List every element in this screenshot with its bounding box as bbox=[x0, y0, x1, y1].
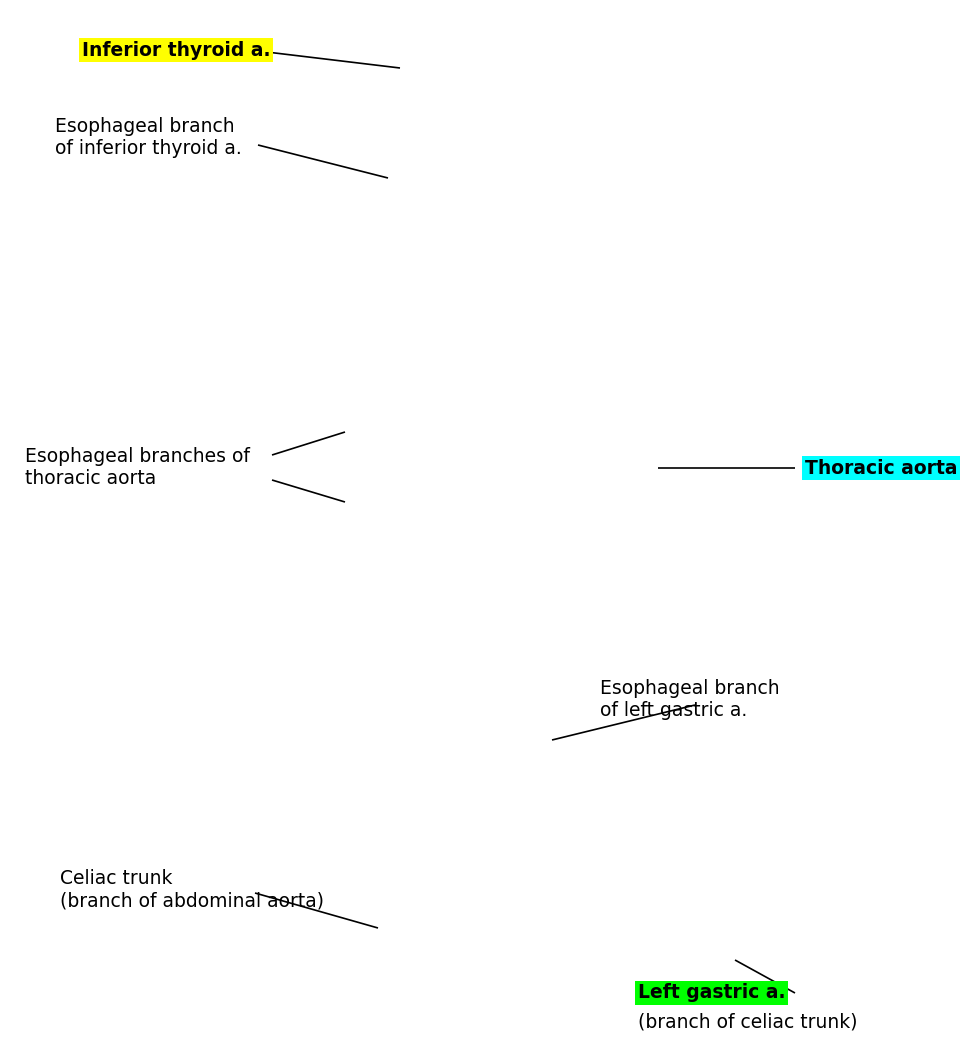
Text: Esophageal branches of
thoracic aorta: Esophageal branches of thoracic aorta bbox=[25, 447, 250, 488]
Text: Esophageal branch
of left gastric a.: Esophageal branch of left gastric a. bbox=[600, 679, 780, 721]
Text: (branch of celiac trunk): (branch of celiac trunk) bbox=[638, 1013, 858, 1032]
Text: Left gastric a.: Left gastric a. bbox=[638, 983, 786, 1002]
Text: Esophageal branch
of inferior thyroid a.: Esophageal branch of inferior thyroid a. bbox=[55, 117, 241, 158]
Text: Inferior thyroid a.: Inferior thyroid a. bbox=[82, 40, 270, 59]
Text: Thoracic aorta: Thoracic aorta bbox=[805, 459, 957, 478]
Text: Celiac trunk
(branch of abdominal aorta): Celiac trunk (branch of abdominal aorta) bbox=[60, 869, 324, 910]
